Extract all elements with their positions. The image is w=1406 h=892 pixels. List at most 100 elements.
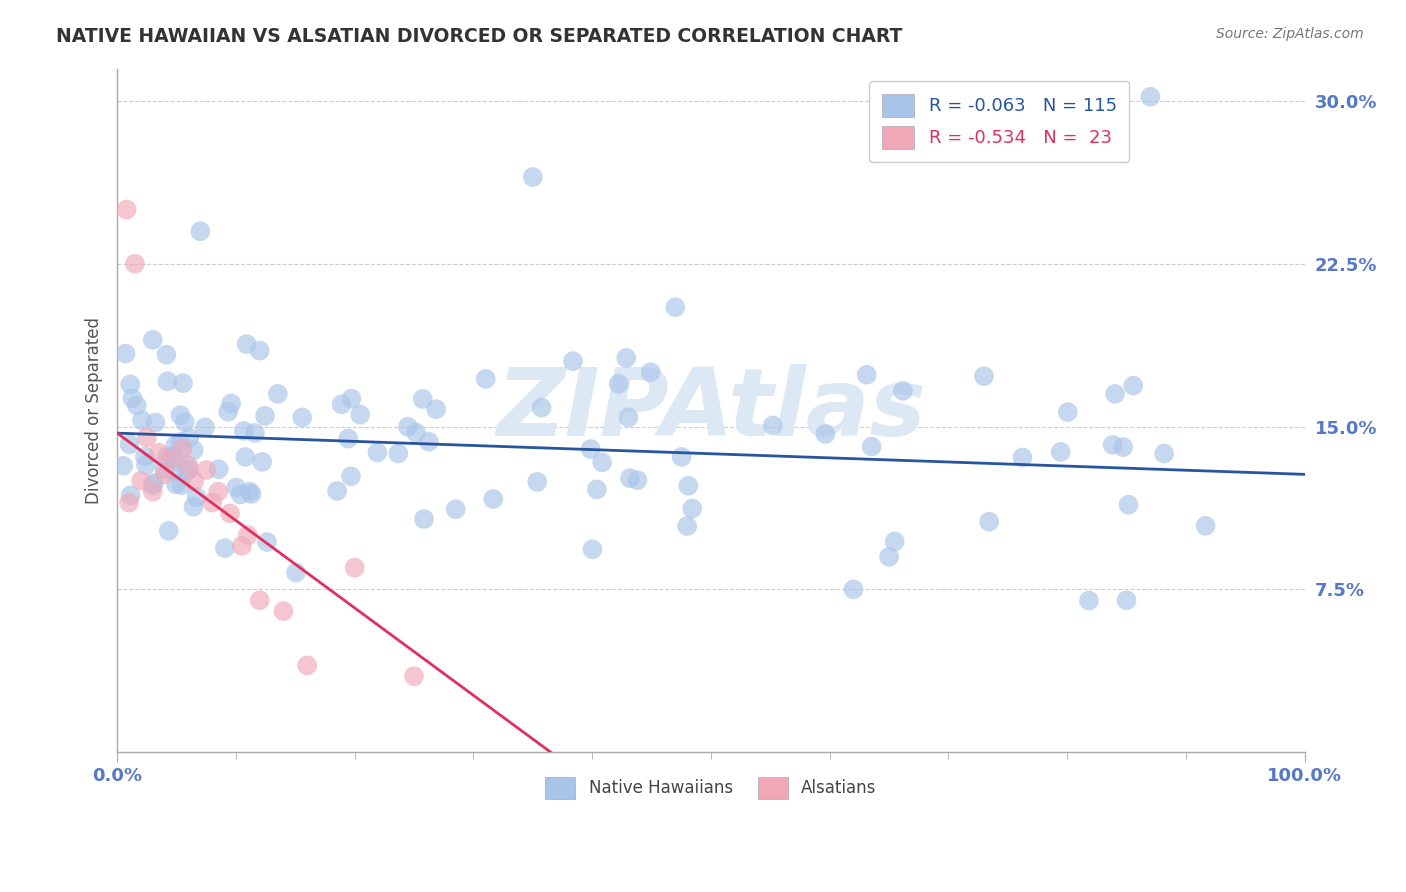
Point [208, 462, 231, 476]
Point [114, 346, 136, 360]
Point [120, 377, 142, 392]
Point [256, 535, 278, 549]
Point [855, 368, 877, 382]
Text: NATIVE HAWAIIAN VS ALSATIAN DIVORCED OR SEPARATED CORRELATION CHART: NATIVE HAWAIIAN VS ALSATIAN DIVORCED OR … [56, 27, 903, 45]
Text: Source: ZipAtlas.com: Source: ZipAtlas.com [1216, 27, 1364, 41]
Point [225, 480, 247, 494]
Point [267, 387, 290, 401]
Point [165, 477, 187, 491]
Point [156, 374, 179, 388]
Point [249, 343, 271, 358]
Point [607, 376, 630, 391]
Point [172, 376, 194, 391]
Point [163, 449, 186, 463]
Point [340, 392, 363, 406]
Point [671, 450, 693, 464]
Point [586, 483, 609, 497]
Point [1112, 440, 1135, 454]
Point [173, 415, 195, 429]
Point [219, 507, 242, 521]
Point [404, 669, 426, 683]
Y-axis label: Divorced or Separated: Divorced or Separated [86, 317, 103, 504]
Point [326, 483, 349, 498]
Point [214, 541, 236, 556]
Point [142, 475, 165, 490]
Point [186, 490, 208, 504]
Point [291, 410, 314, 425]
Point [405, 425, 427, 440]
Point [387, 446, 409, 460]
Point [979, 515, 1001, 529]
Point [172, 442, 194, 456]
Point [142, 484, 165, 499]
Point [142, 478, 165, 492]
Point [229, 487, 252, 501]
Point [676, 519, 699, 533]
Point [159, 452, 181, 467]
Point [579, 442, 602, 456]
Point [444, 502, 467, 516]
Point [219, 396, 242, 410]
Point [762, 418, 785, 433]
Point [681, 501, 703, 516]
Point [413, 512, 436, 526]
Point [253, 409, 276, 423]
Point [617, 410, 640, 425]
Point [619, 471, 641, 485]
Point [530, 401, 553, 415]
Point [217, 405, 239, 419]
Point [860, 440, 883, 454]
Point [145, 416, 167, 430]
Point [163, 464, 186, 478]
Point [118, 495, 141, 509]
Point [425, 402, 447, 417]
Point [179, 431, 201, 445]
Point [177, 462, 200, 476]
Text: ZIPAtlas: ZIPAtlas [496, 364, 925, 457]
Point [295, 658, 318, 673]
Point [474, 372, 496, 386]
Point [112, 458, 135, 473]
Point [340, 469, 363, 483]
Point [134, 450, 156, 464]
Point [1115, 593, 1137, 607]
Point [176, 464, 198, 478]
Point [1049, 445, 1071, 459]
Point [814, 426, 837, 441]
Point [250, 455, 273, 469]
Point [562, 354, 585, 368]
Point [236, 528, 259, 542]
Point [131, 413, 153, 427]
Point [195, 463, 218, 477]
Point [1139, 89, 1161, 103]
Point [188, 224, 211, 238]
Point [235, 337, 257, 351]
Point [169, 435, 191, 450]
Point [156, 450, 179, 464]
Point [1056, 405, 1078, 419]
Point [626, 473, 648, 487]
Point [121, 391, 143, 405]
Point [526, 475, 548, 489]
Point [973, 369, 995, 384]
Point [207, 484, 229, 499]
Point [239, 484, 262, 499]
Point [1077, 593, 1099, 607]
Point [1194, 518, 1216, 533]
Point [153, 462, 176, 476]
Point [614, 351, 637, 365]
Point [155, 348, 177, 362]
Point [337, 432, 360, 446]
Point [678, 479, 700, 493]
Point [153, 467, 176, 482]
Point [285, 566, 308, 580]
Point [366, 445, 388, 459]
Point [1122, 378, 1144, 392]
Point [169, 409, 191, 423]
Point [243, 425, 266, 440]
Point [240, 487, 263, 501]
Point [177, 458, 200, 473]
Point [167, 454, 190, 468]
Point [343, 560, 366, 574]
Point [664, 300, 686, 314]
